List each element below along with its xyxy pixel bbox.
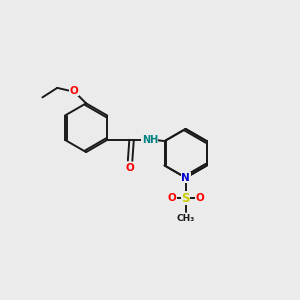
Text: CH₃: CH₃ <box>176 214 195 223</box>
Text: N: N <box>181 173 190 183</box>
Text: NH: NH <box>142 135 158 145</box>
Text: O: O <box>167 194 176 203</box>
Text: S: S <box>182 192 190 205</box>
Text: O: O <box>195 194 204 203</box>
Text: O: O <box>126 163 134 173</box>
Text: O: O <box>69 86 78 96</box>
